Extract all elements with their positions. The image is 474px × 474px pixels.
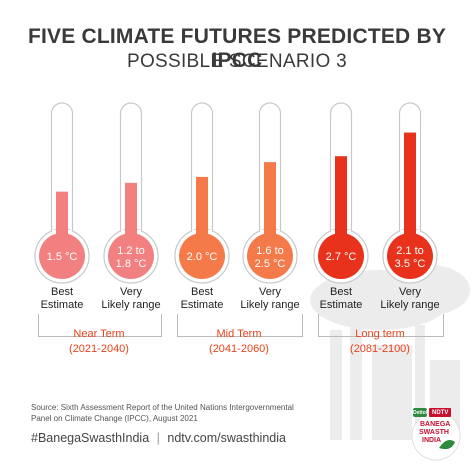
bulb-label: 2.0 °C: [187, 251, 218, 263]
thermometer-caption: Best Estimate: [40, 286, 84, 311]
logo-dettol: Dettol: [413, 410, 428, 416]
thermometer-mercury: [196, 176, 208, 248]
chart-subtitle: POSSIBLE SCENARIO 3: [126, 51, 348, 72]
term-mid-name: Mid Term: [216, 328, 262, 340]
footer-url[interactable]: ndtv.com/swasthindia: [167, 431, 286, 445]
logo-ndtv: NDTV: [432, 410, 449, 416]
thermometer-bulb: [39, 233, 85, 279]
thermometer-5: 2.7 °C: [313, 102, 369, 284]
bracket-long-term: [318, 314, 444, 337]
bracket-near-term: [38, 314, 162, 337]
term-long-years: (2081-2100): [350, 343, 410, 355]
logo-shape: [411, 408, 461, 461]
thermometer-bulb: [247, 233, 293, 279]
bracket-mid-term: [177, 314, 303, 337]
bulb-label: 2.7 °C: [326, 251, 357, 263]
term-mid-years: (2041-2060): [209, 343, 269, 355]
thermometer-caption: Best Estimate: [180, 286, 224, 311]
footer: #BanegaSwasthIndia | ndtv.com/swasthindi…: [31, 431, 286, 445]
thermometer-mercury: [264, 162, 276, 248]
term-near-name: Near Term: [73, 328, 125, 340]
thermometer-bulb: [179, 233, 225, 279]
thermometer-caption: Very Likely range: [101, 286, 161, 311]
thermometer-mercury: [125, 182, 137, 248]
term-near-years: (2021-2040): [69, 343, 129, 355]
thermometer-3: 2.0 °C: [174, 102, 230, 284]
logo-india: INDIA: [422, 437, 442, 444]
bulb-label: 1.5 °C: [47, 251, 78, 263]
thermometer-caption: Very Likely range: [240, 286, 300, 311]
bulb-label: 2.1 to 3.5 °C: [395, 245, 426, 270]
thermometer-mercury: [404, 132, 416, 248]
thermometer-bulb: [387, 233, 433, 279]
thermometer-bulb: [108, 233, 154, 279]
chart-title: FIVE CLIMATE FUTURES PREDICTED BY IPCC: [27, 25, 447, 72]
source-note: Source: Sixth Assessment Report of the U…: [31, 403, 294, 423]
logo-banega: BANEGA: [420, 421, 451, 428]
thermometer-caption: Best Estimate: [319, 286, 363, 311]
thermometer-1: 1.5 °C: [34, 102, 90, 284]
bulb-label: 1.6 to 2.5 °C: [255, 245, 286, 270]
thermometer-bulb: [318, 233, 364, 279]
logo-swasth: SWASTH: [419, 429, 449, 436]
thermometer-caption: Very Likely range: [380, 286, 440, 311]
thermometer-4: 1.6 to 2.5 °C: [242, 102, 298, 284]
bulb-label: 1.2 to 1.8 °C: [116, 245, 147, 270]
thermometer-mercury: [335, 156, 347, 248]
footer-hashtag[interactable]: #BanegaSwasthIndia: [31, 431, 150, 445]
banega-swasth-india-logo: Dettol NDTV BANEGA SWASTH INDIA: [409, 406, 464, 464]
thermometer-2: 1.2 to 1.8 °C: [103, 102, 159, 284]
thermometer-6: 2.1 to 3.5 °C: [382, 102, 438, 284]
footer-separator: |: [156, 431, 160, 445]
term-long-name: Long term: [355, 328, 405, 340]
